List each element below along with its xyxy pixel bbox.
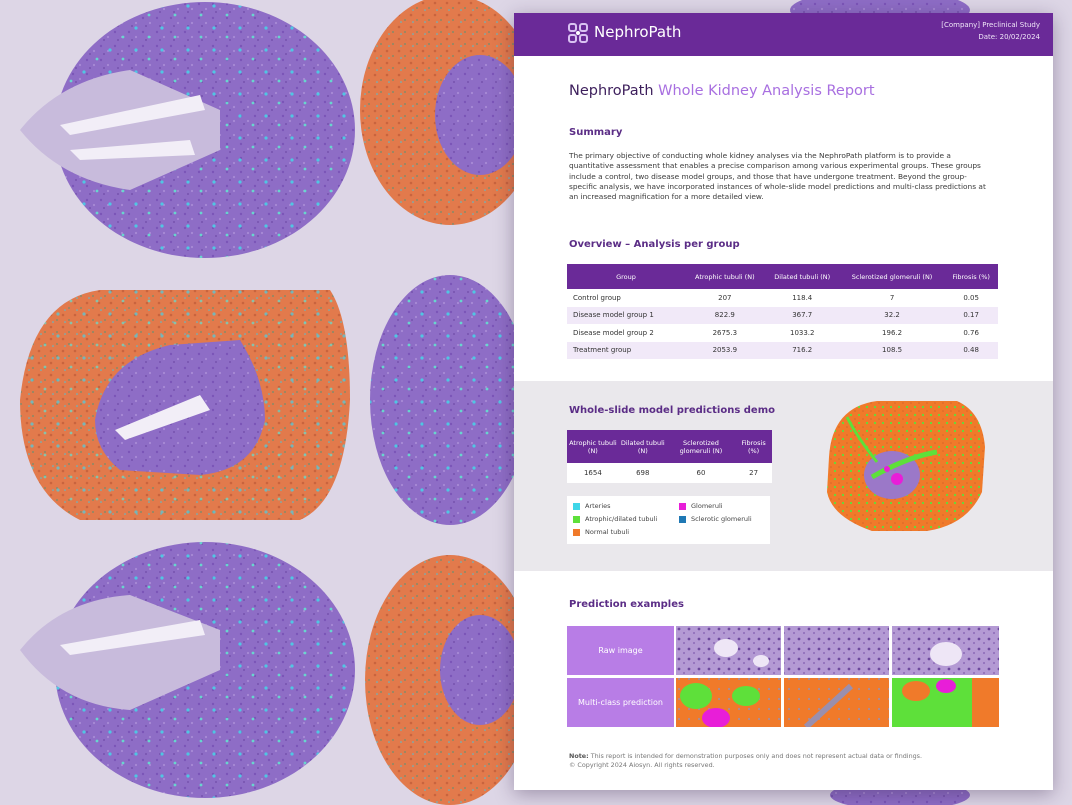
- class-legend: Arteries Atrophic/dilated tubuli Normal …: [567, 496, 770, 544]
- note-text: This report is intended for demonstratio…: [590, 752, 923, 760]
- table-cell: 118.4: [792, 293, 813, 302]
- table-cell: 0.05: [963, 293, 979, 302]
- table-row: 1654 698 60 27: [567, 463, 772, 483]
- table-cell: 27: [735, 463, 772, 483]
- demo-col-atrophic: Atrophic tubuli (N): [567, 430, 619, 463]
- kidney-slide-top-left: [20, 2, 355, 258]
- legend-label: Glomeruli: [691, 502, 723, 510]
- table-cell: 7: [889, 293, 895, 302]
- table-cell: 196.2: [882, 328, 903, 337]
- table-cell: Treatment group: [567, 341, 685, 359]
- legend-label: Atrophic/dilated tubuli: [585, 515, 658, 523]
- legend-item-glomeruli: Glomeruli: [679, 502, 723, 510]
- kidney-slide-bottom-left: [20, 542, 355, 798]
- table-cell: 2053.9: [685, 341, 765, 359]
- report-header: NephroPath [Company] Preclinical Study D…: [514, 13, 1053, 56]
- kidney-slide-middle-right: [370, 275, 530, 525]
- legend-swatch: [573, 502, 580, 510]
- table-cell: 0.17: [944, 306, 998, 324]
- brand-name: NephroPath: [594, 23, 682, 41]
- legend-item-normal-tubuli: Normal tubuli: [573, 528, 629, 536]
- table-cell: Disease model group 2: [573, 328, 654, 337]
- overview-col-group: Group: [567, 264, 685, 289]
- table-cell: 60: [666, 463, 736, 483]
- report-title-brand: NephroPath: [569, 83, 654, 99]
- table-cell: Control group: [573, 293, 621, 302]
- study-name: [Company] Preclinical Study: [941, 21, 1040, 29]
- table-cell: 367.7: [764, 306, 840, 324]
- overview-col-fibrosis: Fibrosis (%): [944, 264, 998, 289]
- kidney-slide-bottom-middle: [365, 555, 535, 805]
- report-title-rest: Whole Kidney Analysis Report: [658, 83, 875, 99]
- demo-col-sclerotized: Sclerotized glomeruli (N): [666, 430, 736, 463]
- prediction-example-tiles: [676, 626, 999, 727]
- prediction-examples-grid: Raw image Multi-class prediction: [567, 626, 999, 727]
- overview-table: Group Atrophic tubuli (N) Dilated tubuli…: [567, 264, 998, 359]
- table-row: Disease model group 1 822.9 367.7 32.2 0…: [567, 306, 998, 324]
- header-meta: [Company] Preclinical Study Date: 20/02/…: [941, 19, 1040, 43]
- overview-col-atrophic: Atrophic tubuli (N): [685, 264, 765, 289]
- table-cell: 716.2: [764, 341, 840, 359]
- summary-heading: Summary: [569, 127, 623, 138]
- disclaimer-note: Note: This report is intended for demons…: [569, 752, 1009, 770]
- nephropath-logo-icon: [568, 23, 588, 43]
- row-label-raw-image: Raw image: [567, 626, 674, 675]
- overview-heading: Overview – Analysis per group: [569, 239, 740, 250]
- table-cell: 108.5: [839, 341, 945, 359]
- legend-label: Sclerotic glomeruli: [691, 515, 752, 523]
- table-row: Control group 207 118.4 7 0.05: [567, 289, 998, 307]
- demo-col-fibrosis: Fibrosis (%): [735, 430, 772, 463]
- overview-col-dilated: Dilated tubuli (N): [764, 264, 840, 289]
- table-cell: 2675.3: [712, 328, 738, 337]
- kidney-slide-top-middle: [360, 0, 540, 225]
- table-cell: 1033.2: [789, 328, 815, 337]
- report-page: NephroPath [Company] Preclinical Study D…: [514, 13, 1053, 790]
- legend-swatch: [679, 515, 686, 523]
- legend-label: Arteries: [585, 502, 611, 510]
- legend-item-arteries: Arteries: [573, 502, 611, 510]
- demo-heading: Whole-slide model predictions demo: [569, 405, 775, 416]
- table-row: Treatment group 2053.9 716.2 108.5 0.48: [567, 341, 998, 359]
- table-cell: 1654: [567, 463, 619, 483]
- legend-swatch: [679, 502, 686, 510]
- legend-label: Normal tubuli: [585, 528, 630, 536]
- copyright: © Copyright 2024 Aiosyn. All rights rese…: [569, 761, 715, 769]
- legend-item-atrophic-dilated-tubuli: Atrophic/dilated tubuli: [573, 515, 657, 523]
- overview-col-sclerotized: Sclerotized glomeruli (N): [839, 264, 945, 289]
- examples-heading: Prediction examples: [569, 599, 684, 610]
- table-cell: 32.2: [839, 306, 945, 324]
- table-cell: 207: [718, 293, 732, 302]
- row-label-multiclass-prediction: Multi-class prediction: [567, 678, 674, 727]
- summary-text: The primary objective of conducting whol…: [569, 151, 986, 202]
- whole-slide-prediction-image: [827, 401, 985, 531]
- raw-tile-2: [784, 626, 889, 675]
- table-cell: 822.9: [685, 306, 765, 324]
- legend-item-sclerotic-glomeruli: Sclerotic glomeruli: [679, 515, 752, 523]
- table-row: Disease model group 2 2675.3 1033.2 196.…: [567, 324, 998, 342]
- table-cell: Disease model group 1: [567, 306, 685, 324]
- table-cell: 698: [618, 463, 667, 483]
- table-cell: 0.48: [944, 341, 998, 359]
- report-date: Date: 20/02/2024: [978, 33, 1040, 41]
- table-cell: 0.76: [963, 328, 979, 337]
- note-label: Note:: [569, 752, 589, 760]
- legend-swatch: [573, 515, 580, 523]
- report-title: NephroPath Whole Kidney Analysis Report: [569, 83, 875, 99]
- demo-col-dilated: Dilated tubuli (N): [618, 430, 667, 463]
- kidney-slide-middle-left: [20, 290, 350, 520]
- demo-table: Atrophic tubuli (N) Dilated tubuli (N) S…: [567, 430, 772, 483]
- legend-swatch: [573, 528, 580, 536]
